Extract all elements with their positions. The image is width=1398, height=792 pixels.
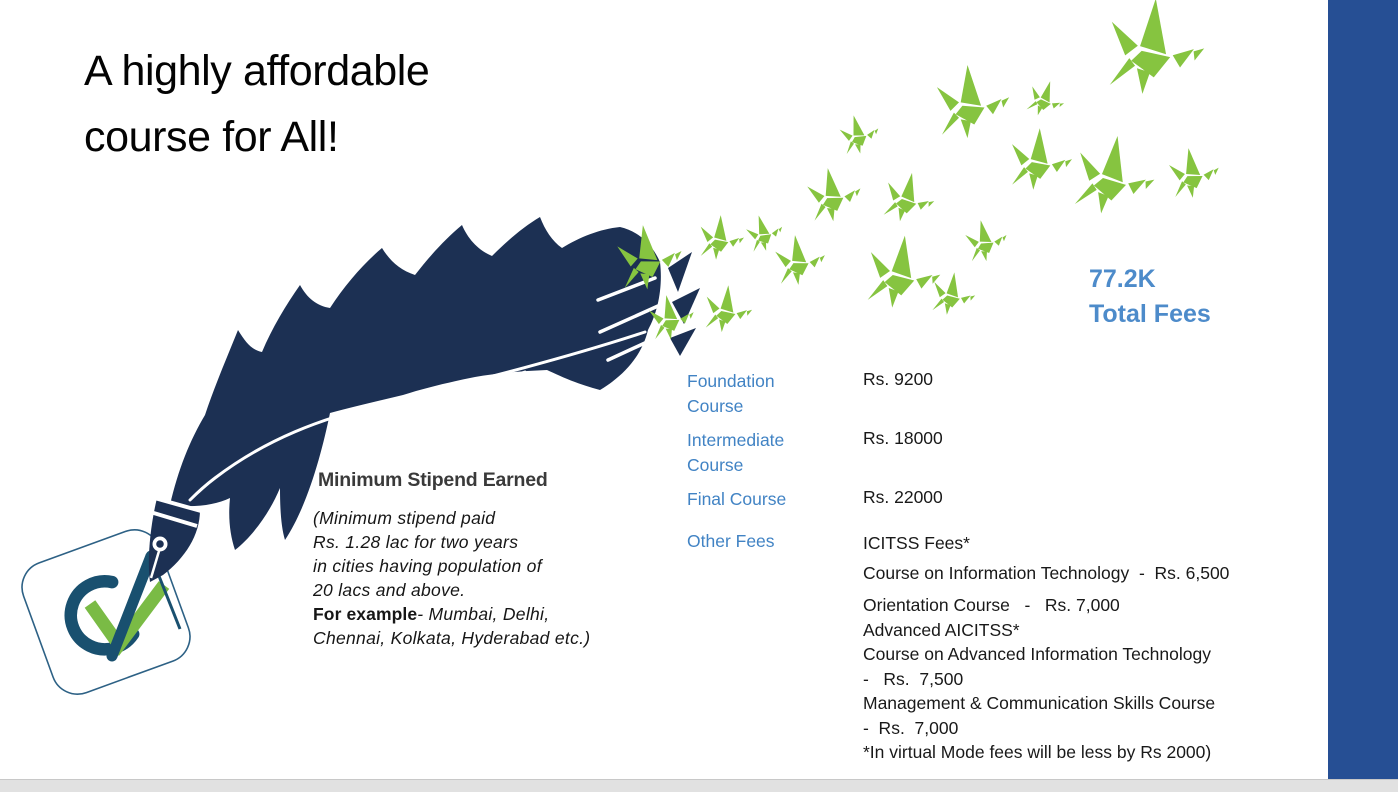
- stipend-example-cities: - Mumbai, Delhi,: [417, 604, 550, 624]
- other-fees-line: Orientation Course - Rs. 7,000: [863, 595, 1120, 615]
- total-fees-amount: 77.2K: [1089, 265, 1156, 293]
- origami-bird-icon: [1068, 129, 1162, 223]
- total-fees: 77.2K Total Fees: [1089, 262, 1211, 332]
- stipend-note-line: Chennai, Kolkata, Hyderabad etc.): [313, 628, 591, 648]
- origami-bird-icon: [837, 111, 883, 157]
- origami-bird-icon: [805, 164, 864, 224]
- origami-bird-icon: [702, 282, 756, 336]
- origami-bird-icon: [936, 65, 1010, 139]
- page-title: A highly affordable course for All!: [84, 38, 430, 170]
- origami-bird-icon: [879, 167, 940, 229]
- stipend-note-line: Rs. 1.28 lac for two years: [313, 532, 519, 552]
- fee-label: Other Fees: [687, 531, 775, 551]
- stipend-note-line: in cities having population of: [313, 556, 542, 576]
- right-accent-bar: [1328, 0, 1398, 779]
- fountain-pen-nib-icon: [146, 495, 202, 582]
- stipend-note-line: (Minimum stipend paid: [313, 508, 496, 528]
- stipend-note-example-line: For example- Mumbai, Delhi,: [313, 602, 673, 626]
- total-fees-label: Total Fees: [1089, 300, 1211, 328]
- origami-bird-icon: [697, 213, 747, 263]
- fee-value: Rs. 9200: [863, 369, 934, 389]
- stipend-note-line: 20 lacs and above.: [313, 580, 466, 600]
- origami-bird-icon: [1167, 145, 1222, 200]
- other-fees-line: ICITSS Fees*: [863, 533, 970, 553]
- stipend-note: (Minimum stipend paid Rs. 1.28 lac for t…: [313, 506, 673, 650]
- origami-bird-icon: [862, 230, 946, 315]
- other-fees-line: - Rs. 7,000: [863, 717, 959, 738]
- ca-institute-logo: [21, 529, 191, 695]
- other-fees-line: Advanced AICITSS*: [863, 619, 1020, 640]
- other-fees-line: Course on Advanced Information Technolog…: [863, 644, 1211, 664]
- origami-bird-icon: [1007, 125, 1075, 194]
- other-fees-line: Management & Communication Skills Course: [863, 693, 1216, 713]
- other-fees-details: ICITSS Fees* Course on Information Techn…: [863, 531, 1323, 765]
- stipend-heading: Minimum Stipend Earned: [318, 469, 548, 491]
- bottom-edge-strip: [0, 779, 1398, 792]
- other-fees-line: - Rs. 7,500: [863, 668, 964, 689]
- origami-bird-icon: [963, 216, 1010, 264]
- other-fees-footnote: *In virtual Mode fees will be less by Rs…: [863, 742, 1212, 762]
- origami-bird-icon: [1102, 0, 1211, 102]
- stipend-example-label: For example: [313, 604, 418, 624]
- page-title-line2: course for All!: [84, 113, 339, 161]
- origami-bird-icon: [774, 233, 827, 287]
- fee-value: Rs. 18000: [863, 428, 943, 448]
- fee-label: Final Course: [687, 489, 787, 509]
- fee-label: Foundation Course: [687, 371, 775, 416]
- page-title-line1: A highly affordable: [84, 47, 430, 95]
- origami-bird-icon: [743, 211, 787, 254]
- quill-feather-icon: [170, 217, 700, 550]
- fee-value: Rs. 22000: [863, 487, 943, 507]
- other-fees-line: Course on Information Technology - Rs. 6…: [863, 562, 1230, 583]
- origami-bird-icon: [1023, 76, 1070, 123]
- fee-label: Intermediate Course: [687, 430, 785, 475]
